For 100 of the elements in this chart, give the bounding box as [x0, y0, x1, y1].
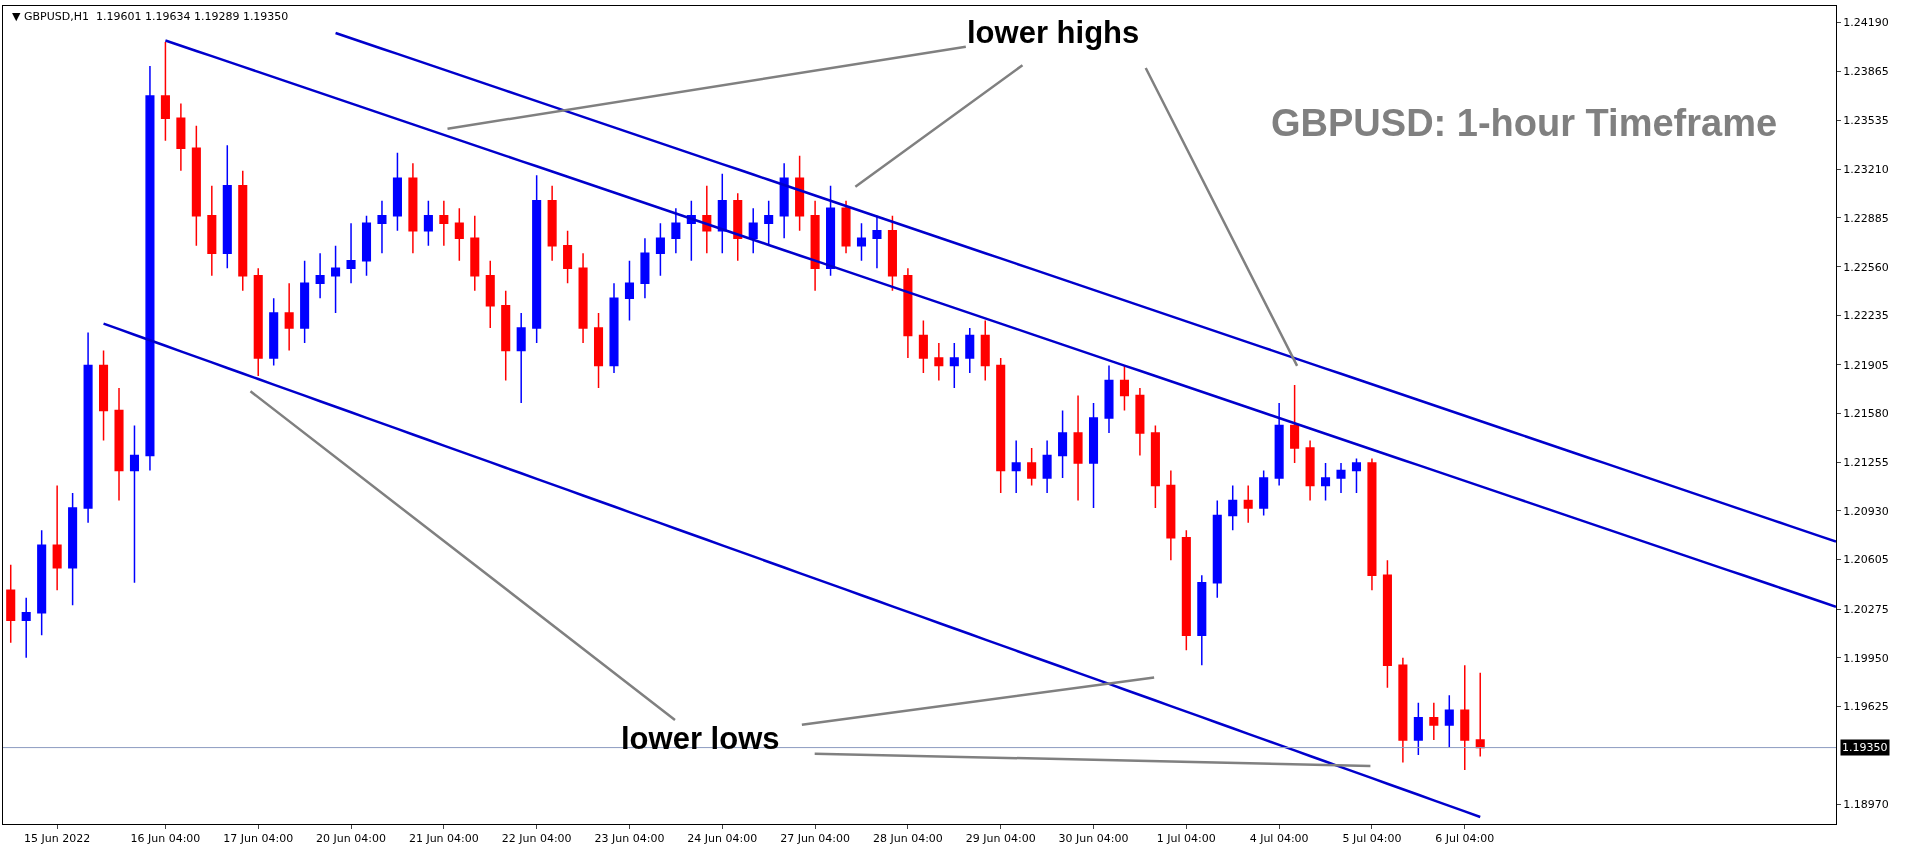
y-tick-label: 1.21580	[1843, 407, 1889, 421]
y-tick-label: 1.20275	[1843, 602, 1889, 616]
candlestick	[903, 267, 913, 359]
x-tick-label: 15 Jun 2022	[24, 832, 91, 846]
candlestick	[1290, 384, 1300, 464]
candlestick	[1058, 409, 1068, 479]
candlestick	[1181, 529, 1191, 651]
ref-line-label: 1.19350	[1842, 741, 1888, 754]
candlestick	[1119, 364, 1129, 412]
y-tick-label: 1.23865	[1843, 65, 1889, 79]
candlestick	[1398, 656, 1408, 764]
x-tick-label: 20 Jun 04:00	[316, 832, 386, 846]
candlestick	[624, 259, 635, 322]
candlestick	[1259, 469, 1269, 517]
candlestick	[454, 207, 464, 262]
x-tick-label: 27 Jun 04:00	[780, 832, 851, 846]
candlestick	[1150, 424, 1160, 509]
candlestick	[1274, 402, 1284, 487]
candlestick	[1367, 457, 1377, 592]
candlestick	[980, 319, 990, 382]
candlestick	[795, 155, 805, 232]
candlestick	[408, 162, 418, 254]
candlestick	[501, 289, 511, 382]
candlestick	[733, 192, 743, 262]
candlestick	[114, 387, 124, 502]
candlestick	[392, 152, 402, 232]
y-tick-label: 1.20605	[1843, 553, 1889, 567]
candlestick	[6, 564, 16, 644]
candlestick	[52, 484, 62, 592]
y-tick-label: 1.19950	[1843, 651, 1889, 665]
candlestick	[439, 200, 449, 247]
candlestick	[423, 200, 433, 247]
candlestick	[37, 529, 47, 636]
candlestick	[578, 252, 588, 344]
candlestick	[21, 597, 31, 659]
annotation: lower highs	[967, 15, 1140, 50]
candlestick	[1104, 364, 1114, 434]
y-tick-label: 1.22560	[1843, 260, 1889, 274]
candlestick	[1088, 402, 1099, 509]
candlestick	[1475, 671, 1485, 758]
candlestick	[1351, 457, 1362, 494]
candlestick	[810, 200, 820, 292]
candlestick	[191, 125, 201, 247]
x-tick-label: 21 Jun 04:00	[408, 832, 479, 846]
candlestick	[1444, 694, 1454, 749]
candlestick	[83, 331, 93, 524]
candlestick	[377, 200, 387, 254]
x-tick-label: 29 Jun 04:00	[965, 832, 1036, 846]
candlestick	[934, 342, 944, 382]
y-tick-label: 1.18970	[1843, 798, 1889, 812]
candlestick	[1243, 484, 1253, 524]
candlestick	[996, 357, 1006, 494]
candlestick	[516, 312, 526, 404]
candlestick	[1305, 439, 1315, 502]
y-tick-label: 1.22235	[1843, 309, 1889, 323]
candlestick	[717, 173, 727, 254]
candlestick	[671, 207, 681, 254]
candlestick	[485, 259, 495, 329]
candlestick	[779, 162, 789, 239]
candlestick	[1382, 559, 1392, 689]
x-tick-label: 24 Jun 04:00	[687, 832, 758, 846]
candlestick	[1197, 574, 1207, 666]
candlestick	[315, 252, 325, 299]
candlestick	[532, 174, 542, 344]
x-tick-label: 1 Jul 04:00	[1156, 832, 1216, 846]
candlestick	[841, 200, 851, 254]
candlestick	[1027, 447, 1037, 487]
candlestick	[918, 319, 928, 374]
candlestick	[609, 282, 619, 374]
candlestick	[300, 259, 310, 344]
candlestick	[655, 222, 665, 277]
text: GBPUSD: 1-hour Timeframe	[1271, 102, 1778, 144]
candlestick	[470, 214, 480, 292]
chart-subtitle: ▼ GBPUSD,H1 1.19601 1.19634 1.19289 1.19350	[12, 10, 289, 23]
candlestick	[1429, 701, 1439, 741]
y-tick-label: 1.22885	[1843, 211, 1889, 225]
candlestick	[1336, 462, 1346, 494]
candlestick	[949, 342, 959, 389]
x-tick-label: 28 Jun 04:00	[872, 832, 943, 846]
x-tick-label: 22 Jun 04:00	[501, 832, 572, 846]
y-tick-label: 1.21905	[1843, 358, 1889, 372]
candlestick	[1460, 664, 1470, 771]
candlestick	[826, 185, 836, 277]
candlestick	[68, 492, 78, 607]
candlestick	[563, 229, 573, 284]
candlestick	[1321, 462, 1331, 502]
candlestick	[764, 200, 774, 247]
candlestick	[160, 41, 170, 142]
candlestick	[856, 222, 867, 262]
candlestick	[361, 214, 372, 277]
x-tick-label: 16 Jun 04:00	[130, 832, 201, 846]
candlestick	[346, 222, 356, 284]
y-tick-label: 1.21255	[1843, 456, 1889, 470]
candlestick	[965, 327, 975, 374]
y-tick-label: 1.19625	[1843, 700, 1889, 714]
y-tick-label: 1.23535	[1843, 114, 1889, 128]
x-tick-label: 30 Jun 04:00	[1058, 832, 1129, 846]
candlestick	[1212, 499, 1222, 599]
candlestick	[1166, 469, 1176, 562]
candlestick	[702, 185, 712, 254]
